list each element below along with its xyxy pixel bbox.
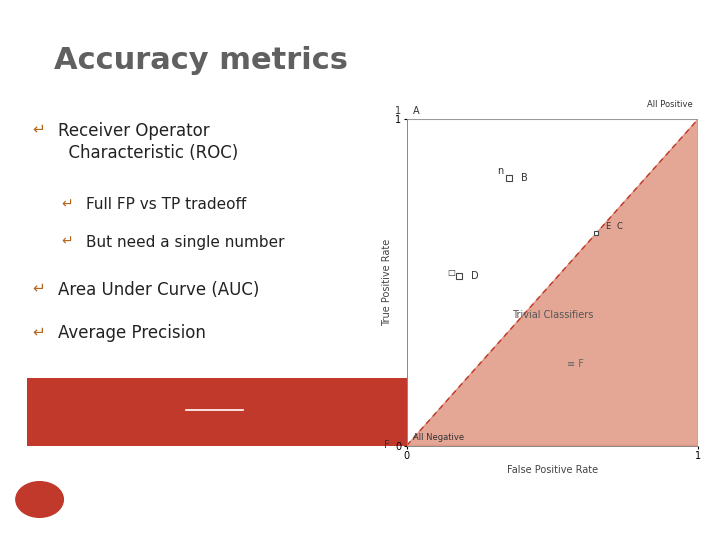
Text: 1: 1 [395,105,401,116]
Text: D: D [471,271,479,281]
Text: Receiver Operator
  Characteristic (ROC): Receiver Operator Characteristic (ROC) [58,122,238,163]
Text: p: p [101,404,110,419]
Text: B: B [521,173,527,183]
Text: F: F [384,441,390,450]
Text: ↵: ↵ [32,122,45,137]
Text: Accuracy metrics: Accuracy metrics [54,46,348,75]
Text: p: p [227,389,236,404]
FancyBboxPatch shape [27,378,413,446]
Text: ↵: ↵ [32,324,45,339]
X-axis label: False Positive Rate: False Positive Rate [507,465,598,475]
Text: AP of: AP of [47,404,91,419]
Polygon shape [407,119,698,446]
Text: C: C [617,222,623,231]
Text: Full FP vs TP tradeoff: Full FP vs TP tradeoff [86,197,247,212]
Text: n: n [498,166,503,176]
Text: All Positive: All Positive [647,100,693,109]
Text: But need a single number: But need a single number [86,235,285,250]
Text: Average Precision: Average Precision [58,324,205,342]
Text: FP per TP: FP per TP [252,404,334,419]
Text: 1 -: 1 - [191,389,216,404]
Text: All Negative: All Negative [413,433,464,442]
Text: ≡ F: ≡ F [567,359,584,369]
Text: E: E [605,222,611,231]
Text: ↵: ↵ [61,197,73,211]
Text: A: A [413,105,419,116]
Text: ↵: ↵ [61,235,73,249]
Text: Trivial Classifiers: Trivial Classifiers [512,310,593,320]
Text: Area Under Curve (AUC): Area Under Curve (AUC) [58,281,259,299]
Circle shape [16,482,63,517]
Y-axis label: True Positive Rate: True Positive Rate [382,239,392,326]
Text: ⟹: ⟹ [126,400,154,419]
Text: ↵: ↵ [32,281,45,296]
Text: □: □ [448,268,456,277]
Text: p: p [210,415,220,430]
Text: 15: 15 [30,492,50,507]
